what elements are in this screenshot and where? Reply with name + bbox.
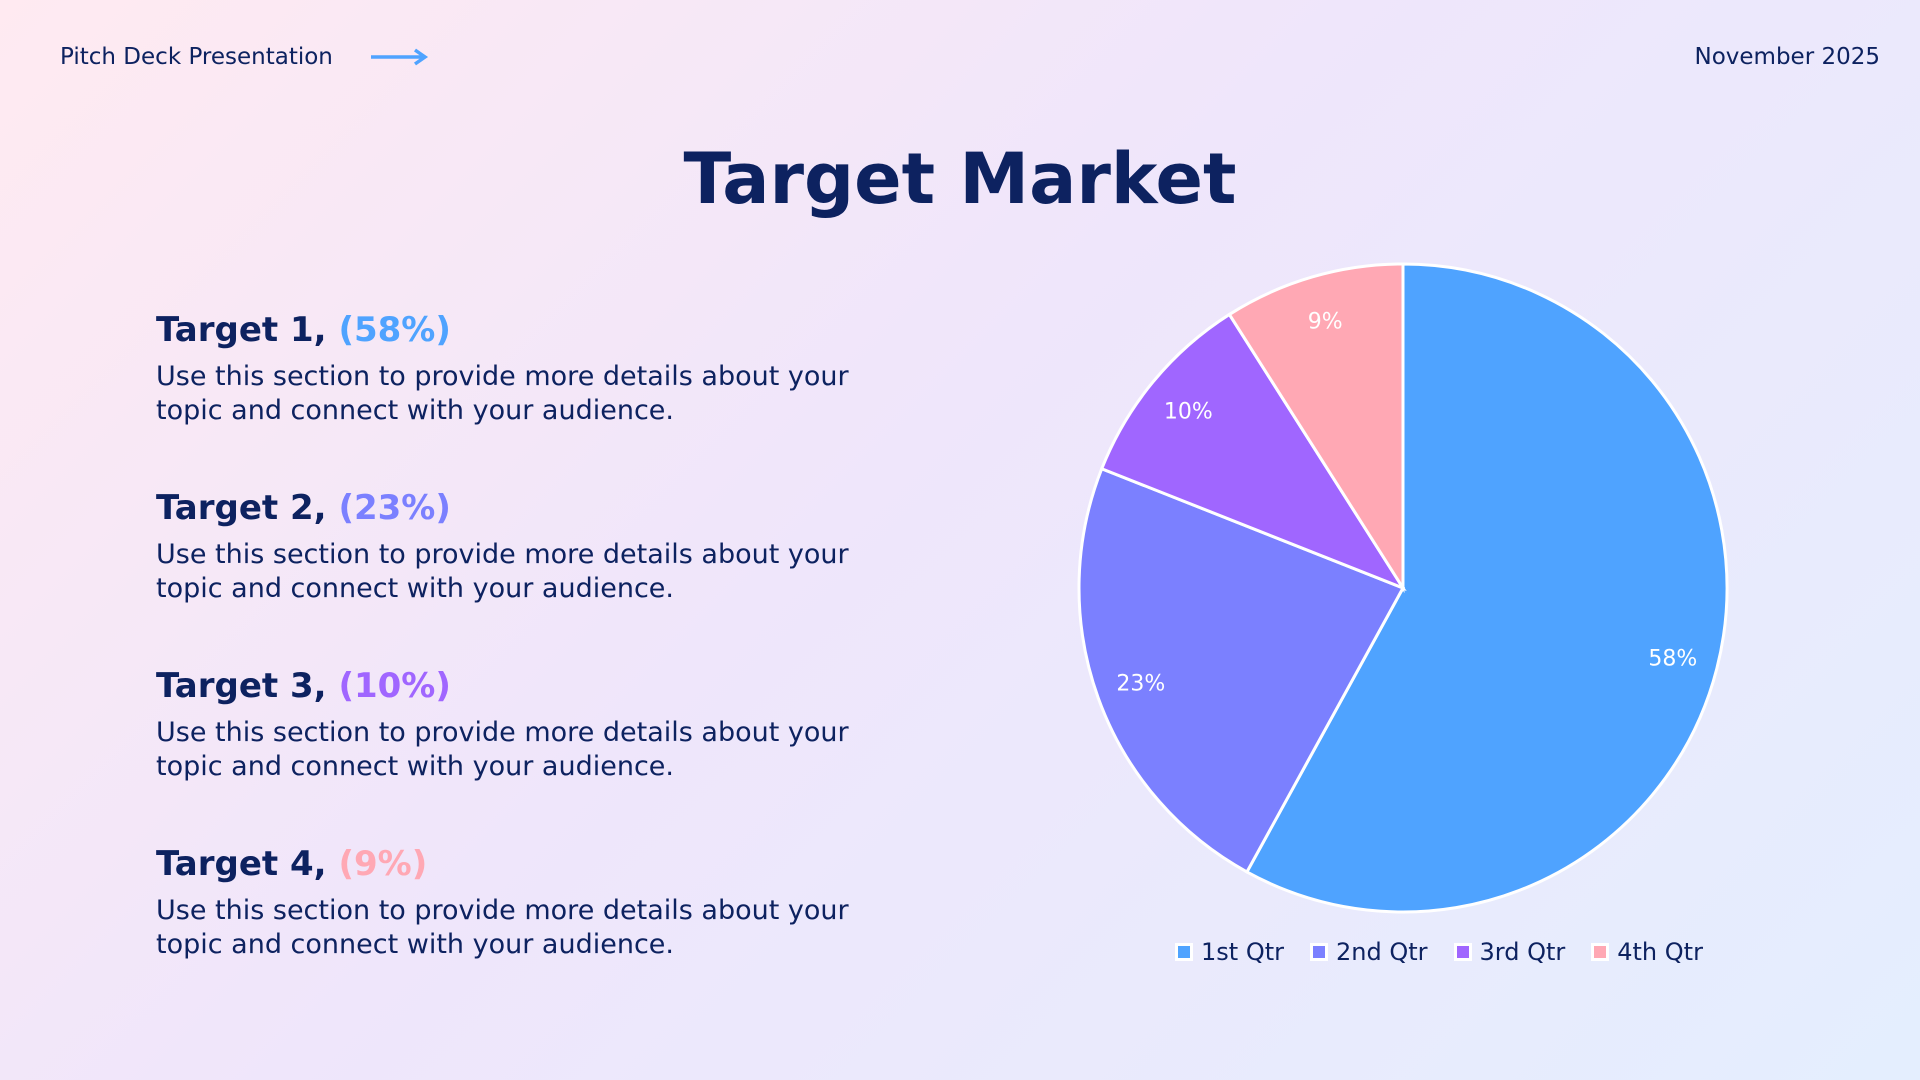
legend-label: 3rd Qtr bbox=[1479, 938, 1566, 966]
header-left: Pitch Deck Presentation bbox=[60, 44, 429, 70]
legend-item: 3rd Qtr bbox=[1453, 938, 1566, 966]
target-name: Target 3, bbox=[156, 666, 327, 706]
target-percent: (10%) bbox=[338, 666, 451, 706]
target-percent: (9%) bbox=[338, 844, 428, 884]
target-percent: (58%) bbox=[338, 310, 451, 350]
target-description: Use this section to provide more details… bbox=[156, 895, 849, 960]
legend-label: 4th Qtr bbox=[1617, 938, 1703, 966]
pie-slice-4 bbox=[1227, 262, 1405, 594]
arrow-right-icon bbox=[370, 48, 428, 66]
data-label: 58% bbox=[1648, 646, 1697, 671]
data-label: 9% bbox=[1308, 309, 1343, 334]
target-percent: (23%) bbox=[338, 488, 451, 528]
chart-legend: 1st Qtr 2nd Qtr 3rd Qtr 4th Qtr bbox=[1175, 938, 1703, 966]
legend-item: 2nd Qtr bbox=[1309, 938, 1428, 966]
target-description: Use this section to provide more details… bbox=[156, 717, 849, 782]
legend-label: 2nd Qtr bbox=[1335, 938, 1428, 966]
legend-item: 1st Qtr bbox=[1175, 938, 1284, 966]
target-item: Target 2, (23%) Use this section to provi… bbox=[156, 488, 876, 666]
legend-label: 1st Qtr bbox=[1201, 938, 1284, 966]
legend-item: 4th Qtr bbox=[1591, 938, 1703, 966]
legend-swatch bbox=[1453, 943, 1472, 961]
pie-slice-2 bbox=[1077, 466, 1406, 874]
presentation-date: November 2025 bbox=[1694, 44, 1881, 70]
target-item: Target 1, (58%) Use this section to provi… bbox=[156, 310, 876, 488]
page-title: Target Market bbox=[683, 138, 1237, 220]
target-description: Use this section to provide more details… bbox=[156, 361, 849, 426]
target-name: Target 2, bbox=[156, 488, 327, 528]
presentation-title: Pitch Deck Presentation bbox=[60, 44, 333, 70]
target-item: Target 4, (9%) Use this section to provid… bbox=[156, 844, 876, 1022]
data-label: 10% bbox=[1164, 399, 1213, 424]
targets-list: Target 1, (58%) Use this section to provi… bbox=[156, 310, 876, 1022]
target-description: Use this section to provide more details… bbox=[156, 539, 849, 604]
target-name: Target 1, bbox=[156, 310, 327, 350]
legend-swatch bbox=[1591, 943, 1610, 961]
pie-slice-3 bbox=[1099, 312, 1407, 592]
legend-swatch bbox=[1309, 943, 1328, 961]
pie-slice-1 bbox=[1244, 262, 1729, 914]
target-name: Target 4, bbox=[156, 844, 327, 884]
target-item: Target 3, (10%) Use this section to provi… bbox=[156, 666, 876, 844]
data-label: 23% bbox=[1116, 671, 1165, 696]
legend-swatch bbox=[1175, 943, 1193, 961]
